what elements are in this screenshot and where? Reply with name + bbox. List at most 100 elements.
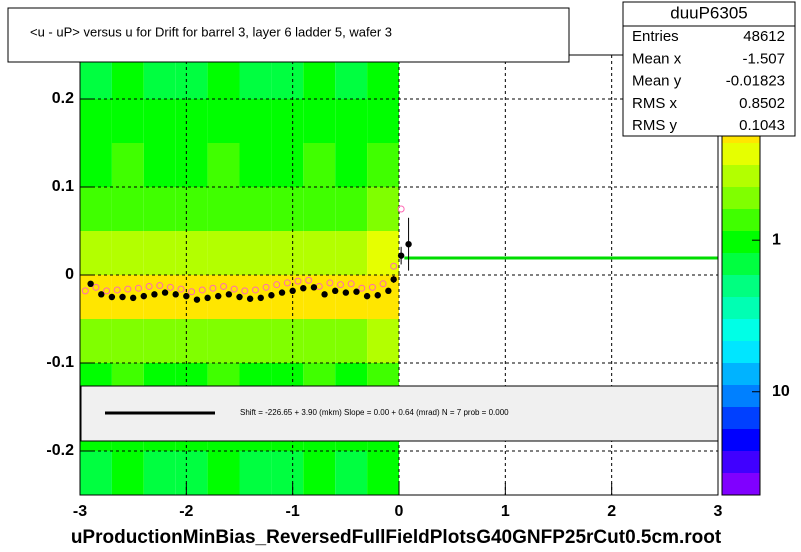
colorbar-bin: [722, 363, 760, 386]
heatmap-cell: [80, 319, 112, 363]
heatmap-cell: [367, 99, 399, 143]
profile-point: [140, 292, 147, 300]
heatmap-cell: [271, 231, 304, 275]
colorbar-bin: [722, 319, 760, 342]
heatmap-cell: [303, 143, 336, 187]
colorbar-bin: [722, 231, 760, 254]
profile-point: [358, 284, 366, 292]
heatmap-cell: [80, 451, 112, 495]
profile-point: [108, 293, 116, 301]
profile-point: [289, 287, 296, 295]
profile-point: [156, 282, 164, 290]
profile-point: [98, 291, 105, 298]
heatmap-cell: [80, 275, 112, 319]
colorbar-bin: [722, 429, 760, 452]
colorbar-bin: [722, 209, 760, 232]
heatmap-cell: [303, 275, 336, 319]
colorbar-bin: [722, 451, 760, 474]
y-tick-label: 0.1: [52, 178, 74, 195]
profile-point: [209, 284, 217, 292]
profile-point: [198, 286, 206, 294]
heatmap-cell: [80, 143, 112, 187]
heatmap-cell: [143, 143, 176, 187]
profile-point: [145, 282, 153, 290]
y-tick-label: -0.1: [46, 354, 74, 371]
heatmap-cell: [143, 187, 176, 231]
heatmap-cell: [175, 319, 208, 363]
profile-point: [300, 285, 307, 292]
stats-value: 48612: [743, 28, 785, 45]
profile-point: [134, 284, 142, 292]
heatmap-cell: [239, 275, 272, 319]
heatmap-cell: [303, 99, 336, 143]
heatmap-cell: [111, 231, 144, 275]
chart-title: <u - uP> versus u for Drift for barrel 3…: [30, 24, 392, 39]
colorbar-bin: [722, 187, 760, 210]
heatmap-cell: [175, 275, 208, 319]
heatmap-cell: [239, 319, 272, 363]
profile-point: [337, 281, 345, 289]
profile-point: [405, 241, 412, 248]
heatmap-cell: [303, 319, 336, 363]
profile-point: [87, 280, 94, 287]
profile-point: [119, 293, 126, 301]
profile-point: [204, 294, 211, 302]
profile-point: [283, 279, 291, 287]
profile-point: [397, 205, 405, 213]
x-tick-label: -2: [179, 503, 193, 520]
heatmap-cell: [271, 319, 304, 363]
heatmap-cell: [335, 99, 368, 143]
heatmap-cell: [175, 187, 208, 231]
y-tick-label: 0.2: [52, 90, 74, 107]
heatmap-cell: [335, 143, 368, 187]
heatmap-cell: [175, 231, 208, 275]
profile-point: [278, 289, 286, 296]
colorbar-bin: [722, 297, 760, 320]
x-tick-label: -3: [73, 503, 87, 520]
heatmap-cell: [335, 319, 368, 363]
colorbar-bin: [722, 253, 760, 276]
profile-point: [177, 285, 185, 293]
profile-point: [172, 291, 179, 298]
heatmap-cell: [367, 143, 399, 187]
heatmap-cell: [335, 231, 368, 275]
x-tick-label: 0: [395, 503, 404, 520]
heatmap-cell: [239, 187, 272, 231]
heatmap-cell: [207, 231, 240, 275]
heatmap-cell: [111, 143, 144, 187]
profile-point: [113, 286, 121, 294]
profile-point: [273, 281, 281, 289]
y-tick-label: -0.2: [46, 442, 74, 459]
profile-point: [225, 291, 233, 298]
title-box: [7, 7, 570, 63]
heatmap-cell: [335, 275, 368, 319]
profile-point: [385, 287, 392, 295]
heatmap-cell: [303, 451, 336, 495]
heatmap-cell: [303, 231, 336, 275]
profile-point: [215, 292, 222, 300]
heatmap-cell: [80, 187, 112, 231]
profile-point: [268, 292, 275, 299]
profile-point: [321, 291, 328, 298]
heatmap-cell: [271, 99, 304, 143]
heatmap-cell: [80, 231, 112, 275]
heatmap-cell: [175, 99, 208, 143]
heatmap-cell: [143, 99, 176, 143]
heatmap-cell: [111, 187, 144, 231]
profile-point: [397, 252, 405, 259]
heatmap-cell: [80, 99, 112, 143]
heatmap-cell: [207, 187, 240, 231]
heatmap-cell: [239, 99, 272, 143]
profile-point: [81, 287, 89, 295]
profile-point: [310, 284, 318, 291]
profile-point: [220, 282, 228, 290]
z-tick-label: 1: [772, 231, 781, 248]
profile-point: [342, 289, 350, 296]
stats-value: -1.507: [742, 50, 785, 67]
stats-box: duuP6305 Entries 48612 Mean x -1.507 Mean y -…: [622, 1, 796, 137]
profile-point: [166, 283, 174, 291]
profile-point: [294, 277, 302, 285]
profile-point: [353, 288, 360, 295]
heatmap-cell: [303, 187, 336, 231]
